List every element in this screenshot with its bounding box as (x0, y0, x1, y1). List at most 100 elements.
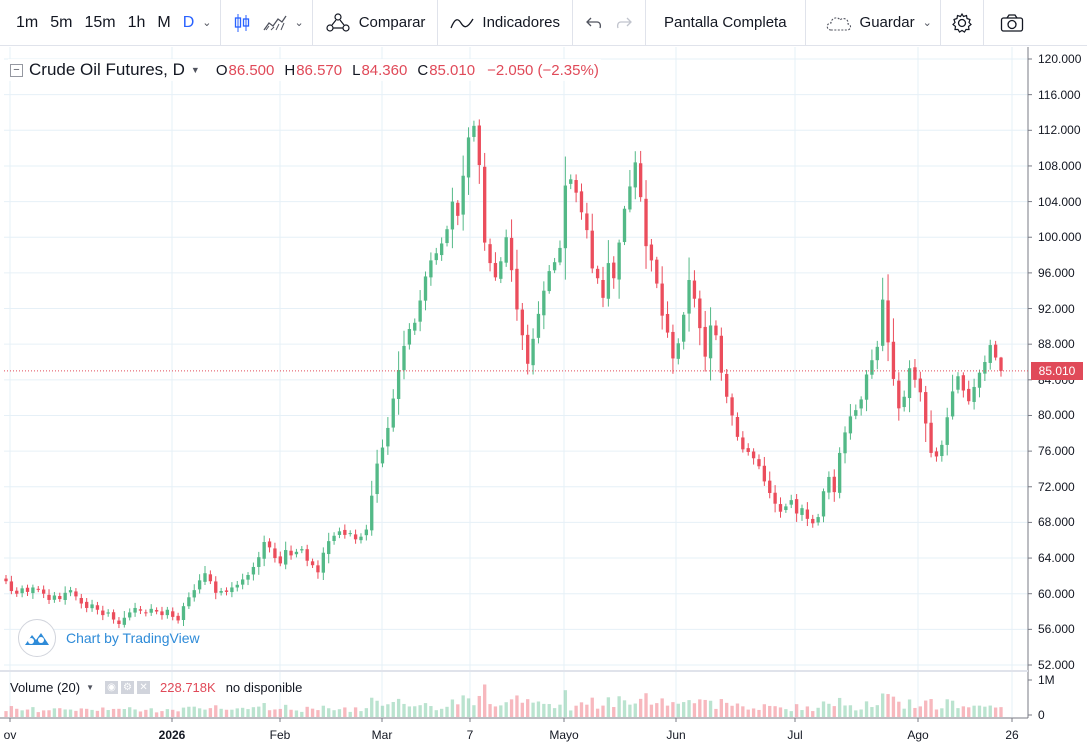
camera-icon[interactable] (994, 6, 1030, 40)
interval-day[interactable]: D (182, 13, 195, 31)
undo-icon[interactable] (579, 6, 609, 40)
volume-bar (240, 707, 245, 717)
candle-body (493, 262, 498, 278)
candle-body (563, 185, 568, 249)
eye-icon[interactable]: ◉ (105, 681, 119, 694)
symbol-title[interactable]: Crude Oil Futures, D (29, 60, 185, 79)
candle-body (854, 410, 858, 416)
volume-bar (929, 699, 933, 717)
candle-body (800, 508, 804, 515)
candle-body (638, 163, 643, 198)
price-axis[interactable]: 120.000 116.000 112.000 108.000 104.000 100.0… (1030, 47, 1087, 750)
tradingview-logo-icon (18, 619, 56, 657)
volume-bar (321, 705, 325, 717)
save-button[interactable]: Guardar (818, 6, 921, 40)
price-tick-label: 88.000 (1038, 337, 1075, 352)
remove-icon[interactable]: ✕ (137, 681, 151, 694)
area-style-icon[interactable] (257, 6, 293, 40)
candle-body (273, 548, 277, 559)
volume-bar (461, 695, 465, 717)
indicators-button[interactable]: Indicadores (444, 6, 566, 40)
candle-body (967, 388, 971, 402)
candle-body (870, 360, 874, 375)
candle-body (531, 338, 535, 366)
candle-body (472, 125, 476, 137)
candle-body (945, 417, 949, 445)
volume-bar (305, 706, 309, 717)
volume-bar (9, 706, 14, 717)
volume-bar (794, 704, 799, 717)
candle-body (316, 565, 320, 573)
volume-bar (843, 705, 847, 717)
volume-dropdown-chevron-icon[interactable]: ▼ (86, 683, 95, 692)
volume-bar (617, 696, 621, 717)
price-tick-label: 104.000 (1038, 194, 1082, 209)
close-key: C (417, 61, 429, 79)
interval-15m[interactable]: 15m (84, 13, 116, 31)
interval-dropdown-chevron-icon[interactable]: ⌄ (202, 17, 212, 29)
symbol-dropdown-chevron-icon[interactable]: ▼ (190, 65, 200, 75)
candle-body (348, 533, 352, 535)
candle-body (219, 591, 223, 593)
candle-body (703, 326, 707, 357)
candle-body (891, 341, 896, 379)
chart-area[interactable]: − Crude Oil Futures, D ▼ O 86.500 H 86.570… (0, 47, 1087, 750)
candle-body (993, 344, 998, 358)
candle-body (671, 331, 675, 359)
time-tick-label: Mar (371, 728, 393, 742)
style-dropdown-chevron-icon[interactable]: ⌄ (294, 17, 304, 29)
candle-body (176, 615, 180, 621)
candle-body (784, 506, 788, 511)
candle-body (757, 459, 761, 467)
volume-bar (85, 708, 89, 717)
volume-bar (574, 705, 578, 717)
candle-body (456, 202, 460, 216)
candles-style-icon[interactable] (227, 6, 257, 40)
price-chart-svg[interactable] (0, 47, 1087, 750)
volume-bar (558, 704, 562, 717)
volume-bar (612, 707, 616, 717)
candle-body (85, 601, 89, 608)
interval-month[interactable]: M (157, 13, 171, 31)
volume-bar (192, 706, 196, 717)
settings-small-icon[interactable]: ⚙ (121, 681, 135, 694)
fullscreen-button[interactable]: Pantalla Completa (658, 6, 793, 40)
candle-body (58, 596, 62, 600)
redo-icon[interactable] (609, 6, 639, 40)
gear-icon[interactable] (945, 6, 979, 40)
tradingview-watermark[interactable]: Chart by TradingView (18, 619, 200, 657)
compare-icon (326, 12, 350, 32)
candle-body (977, 372, 982, 388)
candle-body (950, 391, 955, 417)
compare-button[interactable]: Comparar (319, 6, 432, 40)
volume-bar (165, 709, 170, 717)
interval-5m[interactable]: 5m (50, 13, 73, 31)
price-tick-label: 100.000 (1038, 230, 1082, 245)
volume-bar (531, 702, 535, 717)
save-group: Guardar ⌄ (806, 0, 941, 46)
volume-bar (289, 709, 293, 717)
volume-bar (864, 701, 869, 717)
volume-bar (907, 699, 912, 717)
candle-body (68, 590, 73, 593)
candle-body (439, 243, 444, 256)
volume-bar (138, 711, 143, 717)
candle-body (477, 125, 481, 166)
volume-bar (472, 705, 476, 717)
interval-1h[interactable]: 1h (127, 13, 146, 31)
volume-bar (477, 695, 481, 717)
volume-bar (68, 709, 73, 717)
candle-body (246, 574, 250, 580)
candle-body (552, 262, 557, 271)
interval-1m[interactable]: 1m (16, 13, 39, 31)
legend-collapse-icon[interactable]: − (10, 63, 23, 77)
save-dropdown-chevron-icon[interactable]: ⌄ (922, 17, 932, 29)
volume-label[interactable]: Volume (20) (10, 680, 81, 695)
volume-value: 228.718K (160, 680, 216, 695)
price-tick-label: 52.000 (1038, 658, 1075, 672)
candle-body (20, 588, 24, 594)
time-tick-label: Feb (269, 728, 291, 742)
volume-bar (359, 711, 363, 717)
candle-body (63, 592, 67, 600)
candle-body (171, 611, 175, 617)
